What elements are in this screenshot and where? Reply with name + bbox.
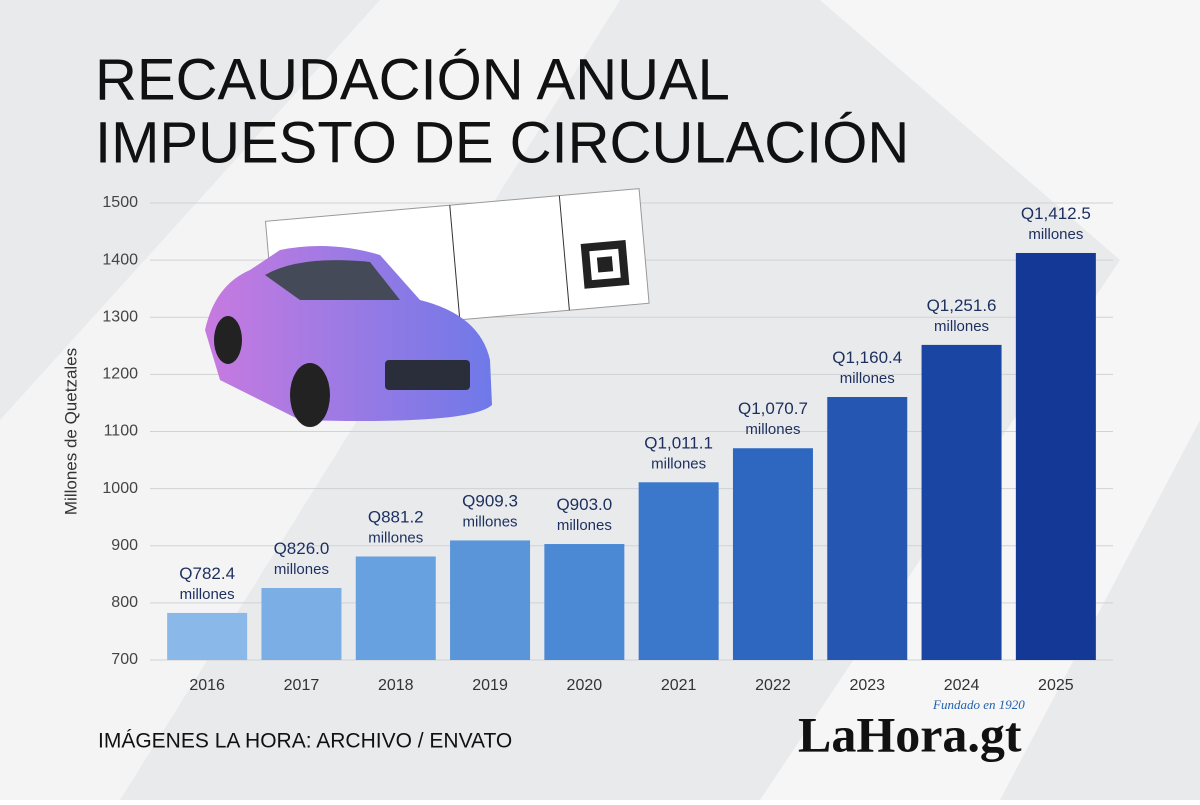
x-tick-label: 2021 xyxy=(661,677,697,694)
value-label: Q1,160.4 millones xyxy=(832,348,902,386)
value-label-line: millones xyxy=(180,586,235,603)
bar xyxy=(450,540,531,660)
x-tick-label: 2018 xyxy=(378,677,414,694)
value-label-line: Q1,412.5 xyxy=(1021,204,1091,223)
bar xyxy=(167,612,248,660)
bar xyxy=(827,396,908,660)
value-label: Q1,412.5 millones xyxy=(1021,204,1091,242)
value-label-line: Q1,070.7 xyxy=(738,400,808,419)
bar xyxy=(261,588,342,660)
bar xyxy=(732,448,813,660)
sticker-divider xyxy=(449,205,461,320)
value-label-line: Q782.4 xyxy=(179,564,235,583)
x-tick-label: 2017 xyxy=(284,677,320,694)
x-tick-label: 2022 xyxy=(755,677,791,694)
car xyxy=(205,246,492,427)
value-label: Q1,251.6 millones xyxy=(927,296,997,334)
car-grille xyxy=(385,360,470,390)
car-wheel xyxy=(290,363,330,427)
x-tick-label: 2024 xyxy=(944,677,980,694)
value-label: Q909.3 millones xyxy=(462,492,518,530)
value-label: Q1,011.1 millones xyxy=(644,434,713,472)
value-label-line: millones xyxy=(274,561,329,578)
value-label-line: millones xyxy=(651,455,706,472)
x-tick-label: 2016 xyxy=(189,677,225,694)
value-label-line: millones xyxy=(557,517,612,534)
y-tick-label: 900 xyxy=(111,537,138,554)
value-label: Q826.0 millones xyxy=(274,540,330,578)
logo: LaHora.gt xyxy=(798,706,1022,762)
qr-code xyxy=(596,256,614,273)
x-tick-label: 2023 xyxy=(849,677,885,694)
bar xyxy=(544,544,625,660)
y-tick-label: 1500 xyxy=(102,194,138,211)
x-tick-label: 2020 xyxy=(567,677,603,694)
value-label-line: millones xyxy=(463,513,518,530)
value-label-line: Q1,160.4 xyxy=(832,348,902,367)
y-tick-label: 1300 xyxy=(102,308,138,325)
bar xyxy=(638,482,719,660)
y-tick-label: 1200 xyxy=(102,366,138,383)
y-axis-label: Millones de Quetzales xyxy=(61,348,80,515)
y-tick-label: 1000 xyxy=(102,480,138,497)
value-label-line: millones xyxy=(1028,226,1083,243)
value-label-line: Q881.2 xyxy=(368,508,424,527)
value-label-line: Q903.0 xyxy=(556,496,612,515)
x-tick-label: 2019 xyxy=(472,677,508,694)
car-wheel xyxy=(214,316,242,364)
value-label-line: millones xyxy=(368,529,423,546)
chart-title: IMPUESTO DE CIRCULACIÓN xyxy=(95,110,909,175)
value-label-line: Q826.0 xyxy=(274,540,330,559)
value-label: Q903.0 millones xyxy=(556,496,612,534)
y-tick-label: 800 xyxy=(111,594,138,611)
plot: 700 800 900 1000 1100 1200 1300 1400 1500 Millone… xyxy=(61,194,1113,694)
credit: IMÁGENES LA HORA: ARCHIVO / ENVATO xyxy=(98,730,512,753)
chart-title: RECAUDACIÓN ANUAL xyxy=(95,47,730,112)
y-tick-label: 1400 xyxy=(102,251,138,268)
y-tick-label: 1100 xyxy=(104,423,139,440)
logo-tagline: Fundado en 1920 xyxy=(932,697,1025,712)
car-window xyxy=(265,260,400,300)
x-tick-label: 2025 xyxy=(1038,677,1074,694)
value-label-line: millones xyxy=(840,370,895,387)
value-label-line: millones xyxy=(745,421,800,438)
value-label: Q782.4 millones xyxy=(179,564,235,602)
value-label: Q1,070.7 millones xyxy=(738,400,808,438)
value-label: Q881.2 millones xyxy=(368,508,424,546)
value-label-line: Q909.3 xyxy=(462,492,518,511)
sticker-divider xyxy=(558,195,570,311)
bar xyxy=(1015,252,1096,660)
value-label-line: Q1,011.1 xyxy=(644,434,713,453)
y-tick-label: 700 xyxy=(111,651,138,668)
bar xyxy=(355,556,436,660)
bar xyxy=(921,344,1002,660)
value-label-line: Q1,251.6 xyxy=(927,296,997,315)
value-label-line: millones xyxy=(934,318,989,335)
